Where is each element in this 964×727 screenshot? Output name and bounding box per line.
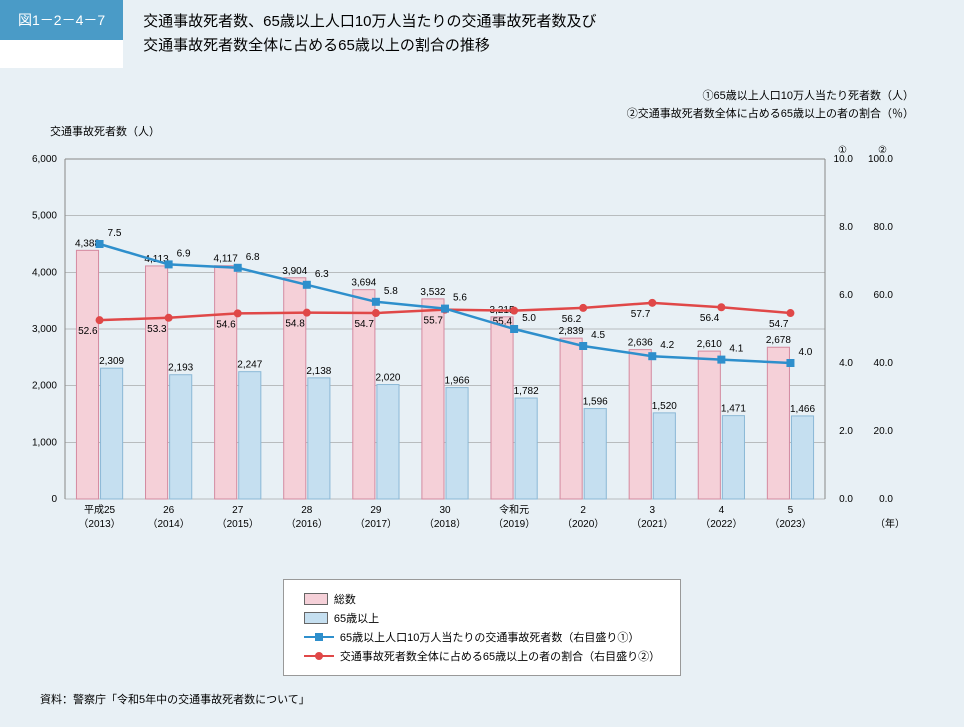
svg-text:②: ② (878, 145, 887, 156)
figure-title: 交通事故死者数、65歳以上人口10万人当たりの交通事故死者数及び 交通事故死者数… (123, 0, 964, 68)
svg-text:57.7: 57.7 (631, 309, 651, 320)
svg-text:80.0: 80.0 (874, 222, 894, 233)
svg-text:2,020: 2,020 (375, 373, 400, 384)
chart-svg: 0 1,000 2,000 3,000 4,000 5,000 6,000 0.0 2.0 4.0… (10, 139, 910, 559)
svg-text:2,000: 2,000 (32, 381, 57, 392)
svg-text:30: 30 (439, 505, 451, 516)
svg-text:2.0: 2.0 (839, 426, 853, 437)
svg-text:29: 29 (370, 505, 382, 516)
figure-header: 図1－2－4－7 交通事故死者数、65歳以上人口10万人当たりの交通事故死者数及… (0, 0, 964, 68)
svg-text:54.6: 54.6 (216, 320, 236, 331)
svg-text:3,532: 3,532 (420, 287, 445, 298)
svg-text:（2021）: （2021） (631, 518, 673, 530)
legend-swatch-total (304, 593, 328, 605)
svg-text:1,466: 1,466 (790, 404, 815, 415)
legend-elderly: 65歳以上 (304, 610, 660, 626)
svg-text:54.7: 54.7 (769, 319, 789, 330)
svg-text:0: 0 (51, 494, 57, 505)
svg-text:4: 4 (719, 505, 725, 516)
svg-text:3,904: 3,904 (282, 266, 307, 277)
svg-text:5.8: 5.8 (384, 286, 398, 297)
svg-text:53.3: 53.3 (147, 324, 167, 335)
svg-text:1,000: 1,000 (32, 438, 57, 449)
legend: 総数 65歳以上 65歳以上人口10万人当たりの交通事故死者数（右目盛り①） 交… (283, 579, 681, 676)
svg-text:27: 27 (232, 505, 244, 516)
svg-text:6.0: 6.0 (839, 290, 853, 301)
svg-text:（年）: （年） (875, 517, 905, 530)
svg-text:4,000: 4,000 (32, 268, 57, 279)
svg-text:（2014）: （2014） (148, 518, 190, 530)
legend-red-line: 交通事故死者数全体に占める65歳以上の者の割合（右目盛り②） (304, 648, 660, 664)
y-left-title: 交通事故死者数（人） (50, 123, 954, 139)
svg-text:3,000: 3,000 (32, 324, 57, 335)
svg-text:26: 26 (163, 505, 175, 516)
svg-text:4.0: 4.0 (798, 347, 812, 358)
svg-text:40.0: 40.0 (874, 358, 894, 369)
svg-text:2,309: 2,309 (99, 356, 124, 367)
svg-text:（2018）: （2018） (424, 518, 466, 530)
svg-text:2,247: 2,247 (237, 360, 262, 371)
svg-text:（2022）: （2022） (700, 518, 742, 530)
svg-text:1,782: 1,782 (514, 386, 539, 397)
legend-blue-line: 65歳以上人口10万人当たりの交通事故死者数（右目盛り①） (304, 629, 660, 645)
chart-container: ①65歳以上人口10万人当たり死者数（人） ②交通事故死者数全体に占める65歳以… (0, 68, 964, 727)
svg-text:4.2: 4.2 (660, 340, 674, 351)
svg-text:0.0: 0.0 (839, 494, 853, 505)
svg-text:0.0: 0.0 (879, 494, 893, 505)
figure-tag: 図1－2－4－7 (0, 0, 123, 40)
svg-text:1,471: 1,471 (721, 404, 746, 415)
svg-text:56.2: 56.2 (562, 314, 582, 325)
legend-line-red (304, 655, 334, 657)
svg-text:54.7: 54.7 (354, 319, 374, 330)
svg-text:55.7: 55.7 (424, 316, 444, 327)
legend-total: 総数 (304, 591, 660, 607)
svg-text:①: ① (838, 145, 847, 156)
svg-text:1,520: 1,520 (652, 401, 677, 412)
svg-text:令和元: 令和元 (499, 503, 529, 516)
svg-text:2: 2 (580, 505, 586, 516)
svg-text:（2013）: （2013） (78, 518, 120, 530)
svg-text:4.0: 4.0 (839, 358, 853, 369)
svg-text:8.0: 8.0 (839, 222, 853, 233)
legend-swatch-elderly (304, 612, 328, 624)
svg-text:7.5: 7.5 (108, 228, 122, 239)
svg-text:2,636: 2,636 (628, 338, 653, 349)
svg-text:6.3: 6.3 (315, 269, 329, 280)
svg-text:平成25: 平成25 (84, 504, 116, 516)
svg-text:（2023）: （2023） (769, 518, 811, 530)
svg-text:（2020）: （2020） (562, 518, 604, 530)
svg-text:2,839: 2,839 (559, 326, 584, 337)
svg-text:（2019）: （2019） (493, 518, 535, 530)
svg-text:6.9: 6.9 (177, 249, 191, 260)
svg-text:3: 3 (649, 505, 655, 516)
svg-text:3,694: 3,694 (351, 278, 376, 289)
svg-text:4.1: 4.1 (729, 344, 743, 355)
svg-text:28: 28 (301, 505, 313, 516)
svg-text:54.8: 54.8 (285, 319, 305, 330)
svg-text:5.0: 5.0 (522, 313, 536, 324)
svg-text:1,596: 1,596 (583, 397, 608, 408)
svg-text:（2015）: （2015） (217, 518, 259, 530)
svg-text:（2017）: （2017） (355, 518, 397, 530)
svg-text:2,138: 2,138 (306, 366, 331, 377)
svg-text:4.5: 4.5 (591, 330, 605, 341)
svg-text:6.8: 6.8 (246, 252, 260, 263)
svg-text:5,000: 5,000 (32, 211, 57, 222)
svg-text:（2016）: （2016） (286, 518, 328, 530)
svg-text:52.6: 52.6 (78, 326, 98, 337)
svg-text:20.0: 20.0 (874, 426, 894, 437)
svg-text:5.6: 5.6 (453, 293, 467, 304)
svg-text:56.4: 56.4 (700, 313, 720, 324)
legend-line-blue (304, 636, 334, 638)
svg-text:5: 5 (788, 505, 794, 516)
svg-text:2,610: 2,610 (697, 339, 722, 350)
right-axis-notes: ①65歳以上人口10万人当たり死者数（人） ②交通事故死者数全体に占める65歳以… (10, 88, 914, 123)
svg-text:2,193: 2,193 (168, 363, 193, 374)
svg-text:60.0: 60.0 (874, 290, 894, 301)
svg-text:1,966: 1,966 (445, 376, 470, 387)
source-text: 資料：警察庁「令和5年中の交通事故死者数について」 (40, 691, 954, 707)
svg-text:6,000: 6,000 (32, 154, 57, 165)
svg-text:4,117: 4,117 (214, 254, 239, 265)
svg-text:2,678: 2,678 (766, 335, 791, 346)
